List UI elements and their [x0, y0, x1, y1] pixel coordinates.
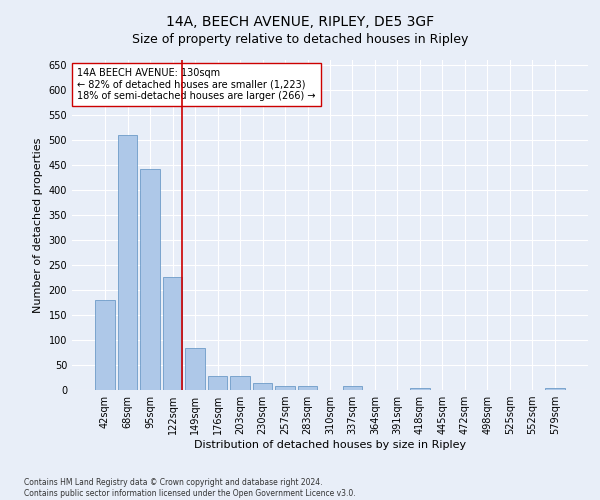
Bar	[545, 388, 565, 390]
Text: 14A, BEECH AVENUE, RIPLEY, DE5 3GF: 14A, BEECH AVENUE, RIPLEY, DE5 3GF	[166, 15, 434, 29]
Bar	[230, 376, 250, 390]
X-axis label: Distribution of detached houses by size in Ripley: Distribution of detached houses by size …	[194, 440, 466, 450]
Bar	[208, 376, 227, 390]
Text: 14A BEECH AVENUE: 130sqm
← 82% of detached houses are smaller (1,223)
18% of sem: 14A BEECH AVENUE: 130sqm ← 82% of detach…	[77, 68, 316, 102]
Bar	[95, 300, 115, 390]
Bar	[410, 388, 430, 390]
Bar	[185, 348, 205, 390]
Y-axis label: Number of detached properties: Number of detached properties	[33, 138, 43, 312]
Bar	[253, 382, 272, 390]
Text: Contains HM Land Registry data © Crown copyright and database right 2024.
Contai: Contains HM Land Registry data © Crown c…	[24, 478, 356, 498]
Bar	[343, 386, 362, 390]
Bar	[163, 277, 182, 390]
Bar	[275, 386, 295, 390]
Text: Size of property relative to detached houses in Ripley: Size of property relative to detached ho…	[132, 32, 468, 46]
Bar	[118, 135, 137, 390]
Bar	[298, 386, 317, 390]
Bar	[140, 169, 160, 390]
